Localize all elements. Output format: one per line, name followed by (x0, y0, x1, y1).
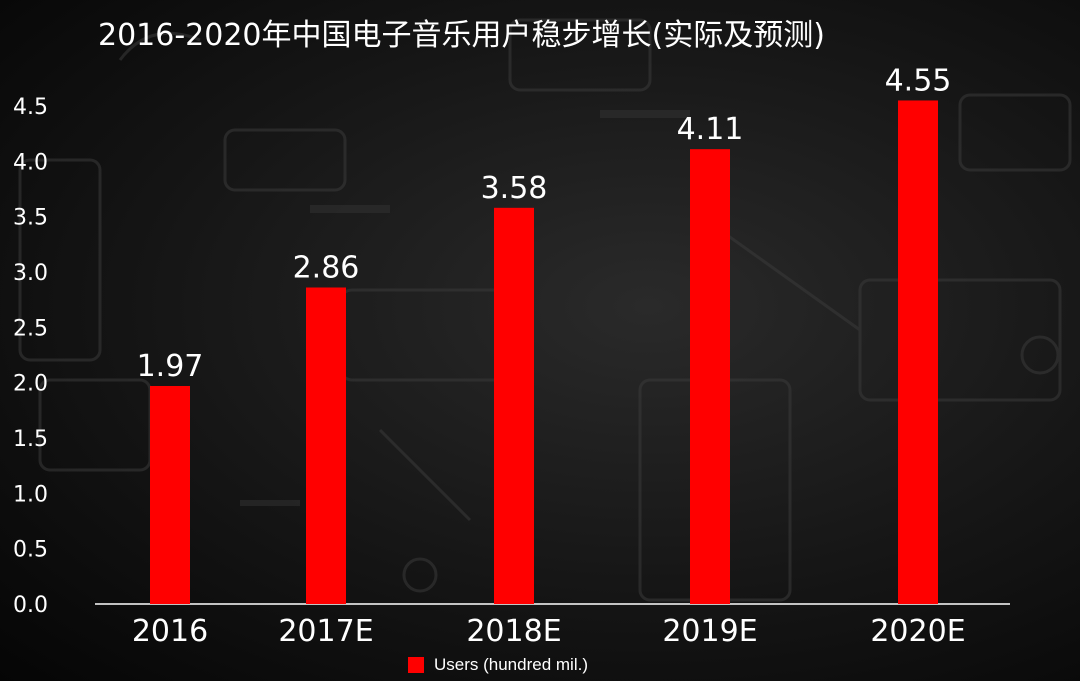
data-label-2020e: 4.55 (885, 63, 952, 98)
legend: Users (hundred mil.) (408, 655, 588, 675)
y-tick-label: 3.5 (13, 206, 48, 231)
bar-2017e (306, 287, 346, 604)
bar-2019e (690, 149, 730, 604)
x-category-label: 2016 (132, 614, 208, 649)
bar-2016 (150, 385, 190, 604)
data-label-2016: 1.97 (137, 349, 204, 384)
y-tick-label: 2.0 (13, 372, 48, 397)
y-tick-label: 4.0 (13, 150, 48, 175)
x-category-label: 2020E (870, 614, 965, 649)
x-category-label: 2018E (466, 614, 561, 649)
bar-2020e (898, 100, 938, 604)
data-label-2017e: 2.86 (293, 250, 360, 285)
legend-swatch (408, 657, 424, 673)
bar-2018e (494, 207, 534, 604)
data-label-2018e: 3.58 (481, 171, 548, 206)
y-tick-label: 1.5 (13, 427, 48, 452)
chart-title: 2016-2020年中国电子音乐用户稳步增长(实际及预测) (98, 18, 825, 53)
y-tick-label: 0.0 (13, 593, 48, 618)
data-labels-group: 1.97 2.86 3.58 4.11 4.55 (137, 63, 952, 384)
y-tick-label: 2.5 (13, 316, 48, 341)
y-tick-label: 1.0 (13, 482, 48, 507)
bars-group (150, 100, 938, 604)
y-tick-label: 4.5 (13, 95, 48, 120)
x-axis-labels: 2016 2017E 2018E 2019E 2020E (132, 614, 966, 649)
data-label-2019e: 4.11 (677, 112, 744, 147)
x-category-label: 2019E (662, 614, 757, 649)
y-axis-ticks: 0.0 0.5 1.0 1.5 2.0 2.5 3.0 3.5 4.0 4.5 (13, 95, 48, 618)
legend-label: Users (hundred mil.) (434, 655, 588, 674)
y-tick-label: 3.0 (13, 261, 48, 286)
x-category-label: 2017E (278, 614, 373, 649)
y-tick-label: 0.5 (13, 538, 48, 563)
